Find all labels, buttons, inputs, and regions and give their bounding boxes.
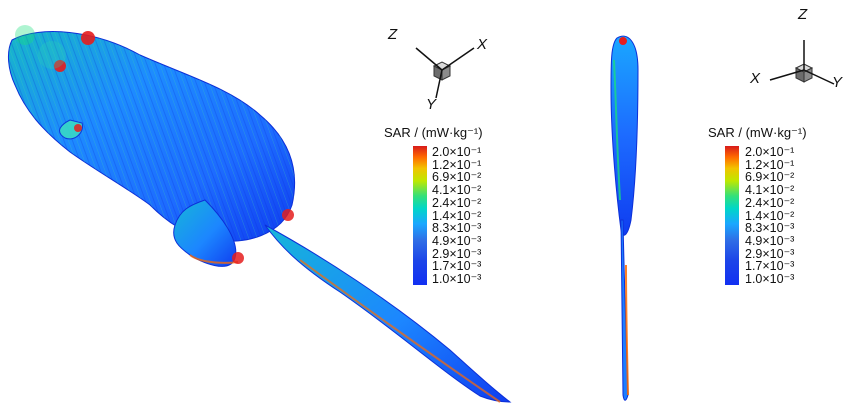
rat-3d-render-left: [7, 25, 512, 403]
legend-tick-right: 1.2×10⁻¹: [745, 157, 795, 172]
axis-label-x-left: X: [477, 36, 488, 53]
rat-3d-render-right: [610, 35, 639, 401]
legend-tick-right: 2.9×10⁻³: [745, 246, 795, 261]
legend-tick-right: 1.0×10⁻³: [745, 272, 795, 287]
legend-title-left: SAR / (mW·kg⁻¹): [384, 125, 483, 140]
axis-triad-right: [769, 40, 835, 85]
legend-tick-left: 2.4×10⁻²: [432, 195, 482, 210]
axis-label-z-left: Z: [388, 26, 398, 43]
rat-tail: [264, 224, 512, 403]
legend-ticks-left: 2.0×10⁻¹ 1.2×10⁻¹ 6.9×10⁻² 4.1×10⁻² 2.4×…: [432, 146, 481, 286]
legend-tick-left: 1.7×10⁻³: [432, 259, 482, 274]
legend-tick-right: 8.3×10⁻³: [745, 221, 795, 236]
legend-tick-right: 4.9×10⁻³: [745, 233, 795, 248]
axis-label-y-right: Y: [832, 74, 843, 91]
legend-tick-right: 4.1×10⁻²: [745, 183, 795, 198]
legend-tick-right: 2.4×10⁻²: [745, 195, 795, 210]
axis-label-y-left: Y: [426, 96, 437, 113]
legend-tick-left: 1.4×10⁻²: [432, 208, 482, 223]
rat-side-body: [610, 35, 639, 236]
legend-tick-left: 2.0×10⁻¹: [432, 145, 482, 159]
legend-tick-left: 4.9×10⁻³: [432, 233, 482, 248]
legend-tick-left: 8.3×10⁻³: [432, 221, 482, 236]
legend-colorbar-left: [413, 146, 427, 285]
legend-tick-right: 2.0×10⁻¹: [745, 145, 795, 159]
colorbar-svg-right: [725, 146, 739, 285]
legend-ticks-right: 2.0×10⁻¹ 1.2×10⁻¹ 6.9×10⁻² 4.1×10⁻² 2.4×…: [745, 146, 794, 286]
legend-tick-left: 1.0×10⁻³: [432, 272, 482, 287]
axis-triad-left: [415, 47, 475, 99]
legend-colorbar-right: [725, 146, 739, 285]
legend-tick-left: 4.1×10⁻²: [432, 183, 482, 198]
legend-tick-left: 1.2×10⁻¹: [432, 157, 482, 172]
legend-tick-left: 6.9×10⁻²: [432, 170, 482, 185]
legend-title-right: SAR / (mW·kg⁻¹): [708, 125, 807, 140]
axis-label-x-right: X: [750, 70, 761, 87]
legend-tick-left: 2.9×10⁻³: [432, 246, 482, 261]
axis-label-z-right: Z: [798, 6, 808, 23]
colorbar-svg-left: [413, 146, 427, 285]
legend-tick-right: 1.4×10⁻²: [745, 208, 795, 223]
legend-tick-right: 1.7×10⁻³: [745, 259, 795, 274]
legend-tick-right: 6.9×10⁻²: [745, 170, 795, 185]
